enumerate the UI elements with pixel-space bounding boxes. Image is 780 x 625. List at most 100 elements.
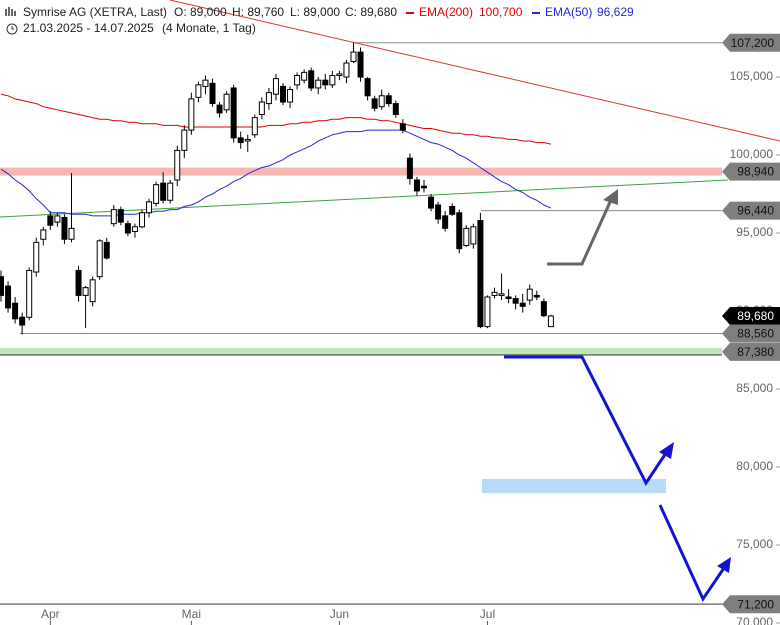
candle-body <box>406 157 413 179</box>
candle-body <box>519 302 526 307</box>
candle-body <box>308 70 315 89</box>
arrow <box>547 199 613 266</box>
candle-body <box>322 79 329 86</box>
candle-body <box>547 315 554 328</box>
candle-body <box>449 206 456 215</box>
candle-body <box>75 269 82 296</box>
candle-body <box>160 182 167 201</box>
candle-body <box>413 179 420 192</box>
chart-title: Symrise AG (XETRA, Last) <box>23 5 167 19</box>
price-tag <box>722 324 780 343</box>
candle-body <box>491 291 498 296</box>
level-band <box>0 347 722 356</box>
candle-body <box>82 287 89 296</box>
y-tick-label: 100,000 <box>730 147 774 161</box>
price-tag-label: 98,940 <box>737 165 774 179</box>
y-tick-label: 80,000 <box>736 459 773 473</box>
ema-line <box>0 93 552 145</box>
candle-body <box>216 104 223 114</box>
x-tick-label: Jul <box>480 607 495 621</box>
ema-line <box>0 129 552 217</box>
price-tag-label: 71,200 <box>737 597 774 611</box>
candle-body <box>139 212 145 228</box>
level-band <box>0 167 722 176</box>
plot-area <box>0 42 554 335</box>
y-tick-label: 95,000 <box>736 225 773 239</box>
candle-body <box>498 293 505 296</box>
header: Symrise AG (XETRA, Last) O: 89,000 H: 89… <box>5 5 634 35</box>
candle-body <box>12 302 19 320</box>
candle-body <box>421 185 427 189</box>
price-tag <box>722 595 780 614</box>
candle-body <box>287 89 294 103</box>
candle-body <box>272 78 279 95</box>
candle-body <box>364 78 371 97</box>
candle-body <box>96 240 103 278</box>
price-tag <box>722 33 780 52</box>
price-tag-label: 96,440 <box>737 204 774 218</box>
legend-value: 96,629 <box>597 5 634 19</box>
candle-body <box>294 74 301 86</box>
candle-body <box>202 79 209 87</box>
x-tick-label: Jun <box>330 607 349 621</box>
price-tag <box>722 342 780 361</box>
candle-body <box>110 209 117 225</box>
y-tick-label: 105,000 <box>730 69 774 83</box>
price-tag <box>722 162 780 181</box>
candle-body <box>131 226 138 232</box>
candle-body <box>5 285 12 309</box>
candle-body <box>209 82 216 105</box>
candle-body <box>265 92 272 105</box>
candle-body <box>68 227 75 240</box>
candle-body <box>540 301 547 317</box>
candle-body <box>505 296 512 300</box>
candle-body <box>371 98 378 109</box>
ohlc-high: H: 89,760 <box>232 5 284 19</box>
candle-body <box>329 74 336 86</box>
candle-body <box>357 51 364 78</box>
candle-body <box>258 101 265 115</box>
candle-body <box>526 288 533 301</box>
candle-body <box>223 93 230 111</box>
candle-body <box>336 73 343 76</box>
price-tag-label: 87,380 <box>737 345 774 359</box>
price-tag-label: 107,200 <box>731 36 775 50</box>
candle-body <box>19 316 26 326</box>
arrow-head <box>717 557 731 573</box>
candle-body <box>442 215 449 229</box>
candle-body <box>463 227 470 247</box>
candle-body <box>0 276 4 296</box>
candle-body <box>399 123 406 131</box>
candle-body <box>33 241 40 273</box>
candle-body <box>484 296 491 328</box>
candle-body <box>40 229 47 240</box>
legend-label: EMA(50) <box>545 5 592 19</box>
trend-line <box>0 179 729 218</box>
y-tick-label: 85,000 <box>736 381 773 395</box>
candle-body <box>188 98 195 131</box>
label-layer: Apr Mai Jun Jul 107,200 98,940 96,440 89,680 88,… <box>41 33 780 625</box>
candle-body <box>174 149 181 181</box>
date-range: 21.03.2025 - 14.07.2025 <box>23 21 154 35</box>
clock-hand <box>11 26 14 30</box>
arrow <box>658 504 726 603</box>
period: (4 Monate, 1 Tag) <box>162 21 256 35</box>
candle-body <box>392 103 399 115</box>
candle-body <box>244 138 251 142</box>
candle-body <box>350 51 357 62</box>
x-tick-label: Apr <box>41 607 60 621</box>
candle-body <box>512 298 519 304</box>
candle-body <box>124 223 131 234</box>
candle-body <box>456 212 463 250</box>
ohlc-close: C: 89,680 <box>345 5 397 19</box>
candle-body <box>117 209 124 223</box>
price-tag-label: 88,560 <box>737 327 774 341</box>
candle-body <box>26 269 33 318</box>
candle-body <box>167 182 174 201</box>
candle-body <box>54 215 61 223</box>
price-tag <box>722 307 780 326</box>
y-tick-label: 70,000 <box>736 615 773 625</box>
y-tick-label: 75,000 <box>736 537 773 551</box>
chart-icon <box>5 7 16 16</box>
